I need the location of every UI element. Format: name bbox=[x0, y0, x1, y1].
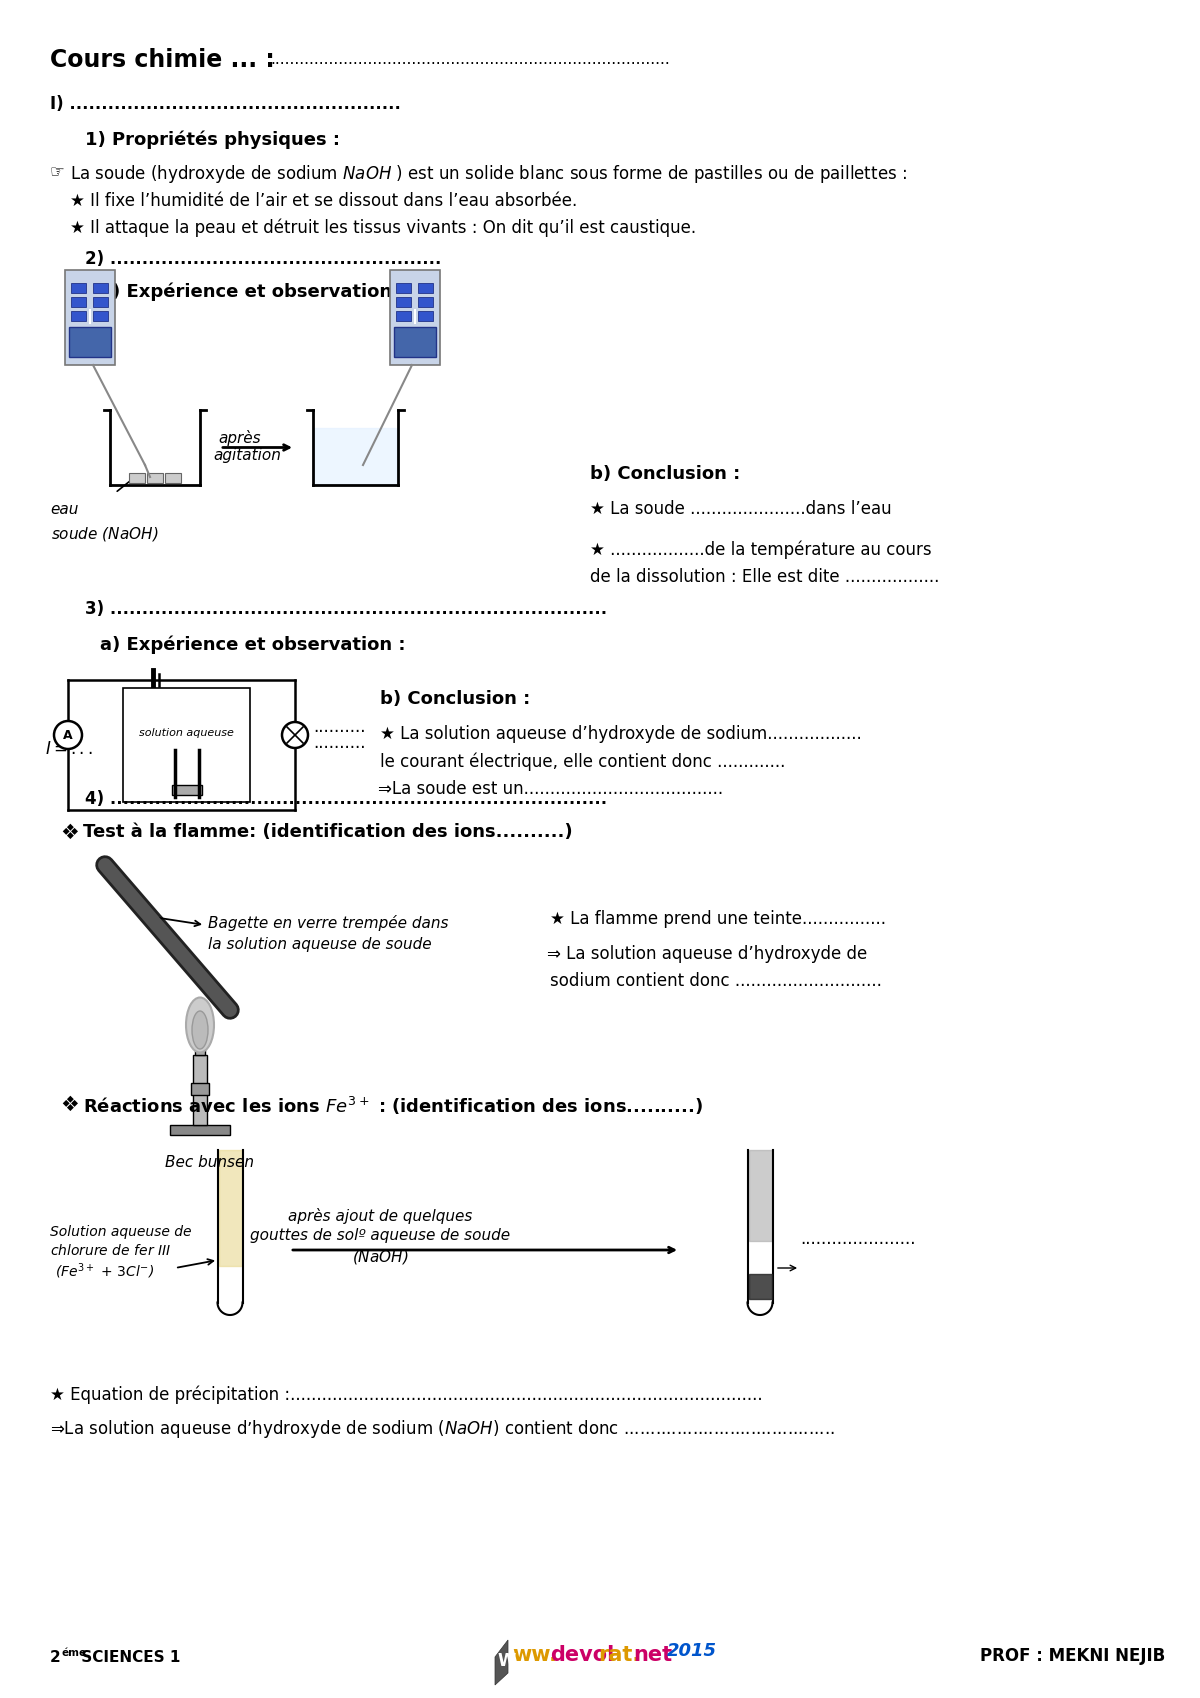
Bar bbox=[396, 297, 410, 307]
Text: Réactions avec les ions $Fe^{3+}$ : (identification des ions..........): Réactions avec les ions $Fe^{3+}$ : (ide… bbox=[83, 1095, 703, 1117]
Text: éme: éme bbox=[62, 1649, 88, 1657]
Bar bbox=[71, 284, 86, 294]
Text: 2015: 2015 bbox=[667, 1642, 718, 1661]
Text: A: A bbox=[64, 728, 73, 742]
Bar bbox=[390, 270, 440, 365]
Bar bbox=[124, 688, 250, 801]
Bar bbox=[166, 474, 181, 482]
Text: ($Fe^{3+}$ + $3Cl^{-}$): ($Fe^{3+}$ + $3Cl^{-}$) bbox=[55, 1262, 155, 1280]
Text: sodium contient donc ............................: sodium contient donc ...................… bbox=[550, 971, 882, 990]
Text: ★ La solution aqueuse d’hydroxyde de sodium..................: ★ La solution aqueuse d’hydroxyde de sod… bbox=[380, 725, 862, 744]
Circle shape bbox=[54, 722, 82, 749]
Text: ❖: ❖ bbox=[60, 1095, 79, 1116]
Text: agitation: agitation bbox=[214, 448, 282, 464]
Text: I) ....................................................: I) .....................................… bbox=[50, 95, 401, 114]
Text: 3) .............................................................................: 3) .....................................… bbox=[85, 599, 607, 618]
Text: ................................................................................: ........................................… bbox=[270, 53, 670, 66]
Bar bbox=[194, 1039, 205, 1054]
Text: PROF : MEKNI NEJIB: PROF : MEKNI NEJIB bbox=[980, 1647, 1165, 1666]
Text: ★ Il attaque la peau et détruit les tissus vivants : On dit qu’il est caustique.: ★ Il attaque la peau et détruit les tiss… bbox=[70, 217, 696, 236]
Bar bbox=[396, 311, 410, 321]
Polygon shape bbox=[496, 1640, 508, 1684]
Text: la solution aqueuse de soude: la solution aqueuse de soude bbox=[208, 937, 432, 953]
Bar bbox=[749, 1274, 772, 1299]
Text: ..........: .......... bbox=[313, 734, 366, 752]
Text: solution aqueuse: solution aqueuse bbox=[139, 728, 234, 739]
Text: rat.: rat. bbox=[598, 1645, 641, 1666]
Text: W: W bbox=[498, 1652, 516, 1671]
Text: Cours chimie ... :: Cours chimie ... : bbox=[50, 48, 275, 71]
Text: ★ ..................de la température au cours: ★ ..................de la température au… bbox=[590, 540, 931, 559]
Bar bbox=[148, 474, 163, 482]
Text: après ajout de quelques: après ajout de quelques bbox=[288, 1207, 472, 1224]
Bar bbox=[65, 270, 115, 365]
Text: devol: devol bbox=[550, 1645, 614, 1666]
Bar bbox=[193, 1054, 208, 1126]
Text: eau: eau bbox=[50, 503, 78, 516]
Text: net: net bbox=[634, 1645, 672, 1666]
Text: 2) ....................................................: 2) .....................................… bbox=[85, 250, 442, 268]
Bar bbox=[749, 1150, 772, 1241]
Bar bbox=[94, 297, 108, 307]
Text: ⇒La solution aqueuse d’hydroxyde de sodium ($\mathit{NaOH}$) contient donc .....: ⇒La solution aqueuse d’hydroxyde de sodi… bbox=[50, 1418, 835, 1440]
Text: a) Expérience et observation :: a) Expérience et observation : bbox=[100, 635, 406, 654]
Bar bbox=[70, 328, 112, 357]
Bar bbox=[394, 328, 436, 357]
Bar bbox=[418, 297, 433, 307]
Text: de la dissolution : Elle est dite ..................: de la dissolution : Elle est dite ......… bbox=[590, 569, 940, 586]
Text: gouttes de solº aqueuse de soude: gouttes de solº aqueuse de soude bbox=[250, 1228, 510, 1243]
Text: chlorure de $\mathit{fer}$ III: chlorure de $\mathit{fer}$ III bbox=[50, 1243, 172, 1258]
Bar bbox=[218, 1150, 241, 1265]
Ellipse shape bbox=[192, 1010, 208, 1049]
Text: b) Conclusion :: b) Conclusion : bbox=[380, 689, 530, 708]
Text: ★ Equation de précipitation :...................................................: ★ Equation de précipitation :...........… bbox=[50, 1386, 763, 1404]
Text: après: après bbox=[218, 430, 260, 447]
Text: le courant électrique, elle contient donc .............: le courant électrique, elle contient don… bbox=[380, 752, 785, 771]
Text: Bagette en verre trempée dans: Bagette en verre trempée dans bbox=[208, 915, 449, 931]
Text: ......................: ...................... bbox=[800, 1229, 916, 1248]
Text: ww.: ww. bbox=[512, 1645, 557, 1666]
Text: b) Conclusion :: b) Conclusion : bbox=[590, 465, 740, 482]
Bar bbox=[418, 284, 433, 294]
Text: $I = ...$: $I = ...$ bbox=[46, 740, 92, 757]
Text: Test à la flamme: (identification des ions..........): Test à la flamme: (identification des io… bbox=[83, 824, 572, 841]
Bar bbox=[418, 311, 433, 321]
Bar bbox=[172, 784, 202, 795]
Text: ★ La flamme prend une teinte................: ★ La flamme prend une teinte............… bbox=[550, 910, 886, 929]
Text: 2: 2 bbox=[50, 1650, 61, 1666]
Text: ($\mathit{NaOH}$): ($\mathit{NaOH}$) bbox=[352, 1248, 408, 1267]
Text: ⇒ La solution aqueuse d’hydroxyde de: ⇒ La solution aqueuse d’hydroxyde de bbox=[547, 946, 868, 963]
Text: ★ La soude ......................dans l’eau: ★ La soude ......................dans l’… bbox=[590, 499, 892, 518]
Ellipse shape bbox=[186, 997, 214, 1053]
Text: Bec bunsen: Bec bunsen bbox=[166, 1155, 254, 1170]
Text: ☞: ☞ bbox=[50, 163, 65, 182]
Text: La soude (hydroxyde de sodium $\mathit{NaOH}$ ) est un solide blanc sous forme d: La soude (hydroxyde de sodium $\mathit{N… bbox=[70, 163, 907, 185]
Bar bbox=[94, 284, 108, 294]
Text: a) Expérience et observation :: a) Expérience et observation : bbox=[100, 282, 406, 301]
Bar bbox=[71, 311, 86, 321]
Bar bbox=[170, 1126, 230, 1134]
Text: ★ Il fixe l’humidité de l’air et se dissout dans l’eau absorbée.: ★ Il fixe l’humidité de l’air et se diss… bbox=[70, 192, 577, 211]
Text: SCIENCES 1: SCIENCES 1 bbox=[76, 1650, 180, 1666]
Text: ⇒La soude est un......................................: ⇒La soude est un........................… bbox=[378, 779, 724, 798]
Bar bbox=[130, 474, 145, 482]
Text: ..........: .......... bbox=[313, 718, 366, 735]
Text: soude ($\mathit{NaOH}$): soude ($\mathit{NaOH}$) bbox=[52, 525, 158, 543]
Bar bbox=[191, 1083, 209, 1095]
Bar bbox=[314, 428, 396, 484]
Bar bbox=[71, 297, 86, 307]
Text: ❖: ❖ bbox=[60, 824, 79, 842]
Text: 1) Propriétés physiques :: 1) Propriétés physiques : bbox=[85, 131, 340, 148]
Bar bbox=[396, 284, 410, 294]
Bar bbox=[94, 311, 108, 321]
Circle shape bbox=[282, 722, 308, 749]
Text: 4) .............................................................................: 4) .....................................… bbox=[85, 790, 607, 808]
Text: Solution aqueuse de: Solution aqueuse de bbox=[50, 1224, 192, 1240]
